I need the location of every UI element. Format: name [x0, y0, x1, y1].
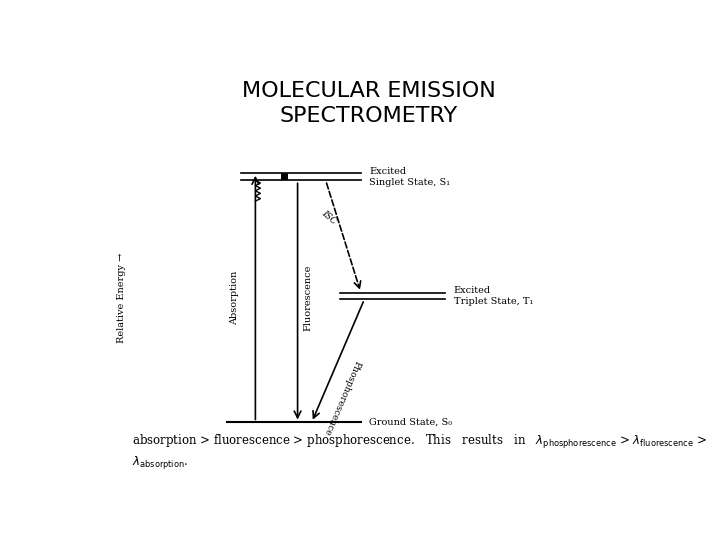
Text: ISC: ISC — [320, 208, 338, 226]
Text: Relative Energy →: Relative Energy → — [117, 253, 126, 343]
Text: Ground State, S₀: Ground State, S₀ — [369, 418, 452, 427]
Text: $\lambda_{\mathrm{absorption}}$.: $\lambda_{\mathrm{absorption}}$. — [132, 454, 188, 470]
Text: absorption > fluorescence > phosphorescence.   This   results   in   $\lambda_{\: absorption > fluorescence > phosphoresce… — [132, 433, 707, 451]
Text: Absorption: Absorption — [230, 271, 239, 325]
Text: Excited
Triplet State, T₁: Excited Triplet State, T₁ — [454, 286, 533, 306]
Text: Phosphorescence: Phosphorescence — [322, 359, 361, 437]
Text: Fluorescence: Fluorescence — [303, 265, 312, 331]
Text: MOLECULAR EMISSION
SPECTROMETRY: MOLECULAR EMISSION SPECTROMETRY — [242, 82, 496, 126]
Text: Excited
Singlet State, S₁: Excited Singlet State, S₁ — [369, 167, 450, 187]
